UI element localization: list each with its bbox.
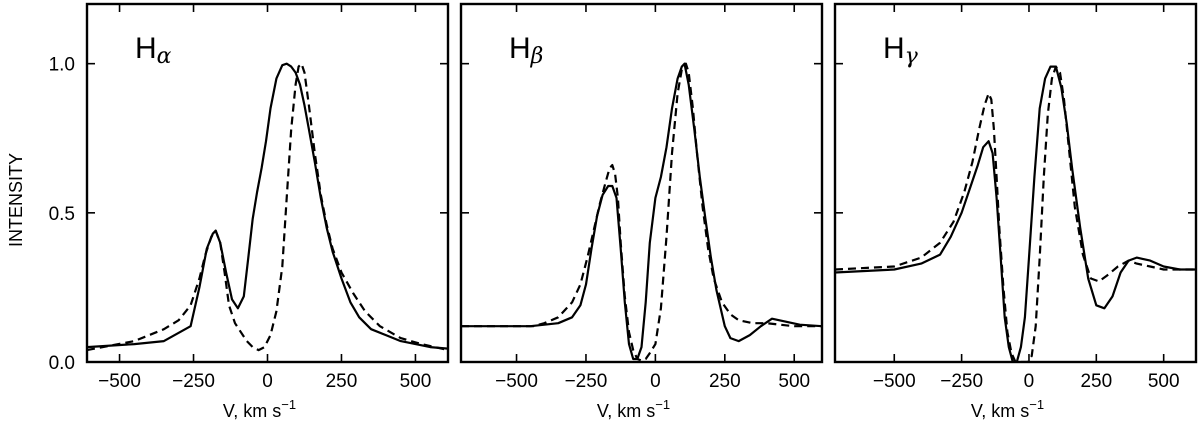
x-tick-label: 500	[778, 371, 810, 392]
x-tick-label: −500	[873, 371, 916, 392]
panel-title-main: H	[135, 32, 157, 65]
x-tick-label: 500	[1148, 371, 1180, 392]
series-line-solid	[87, 62, 448, 350]
y-tick-label: 0.0	[49, 353, 75, 374]
panel-title-subscript: β	[530, 44, 544, 69]
panel-1: −500 −250 0 250 500 0.0 0.5 1.0 Hα V, km s−1	[49, 2, 450, 421]
panel-title: Hα	[135, 32, 172, 69]
x-axis-label-text: V, km s	[223, 401, 281, 421]
x-tick-label: 0	[650, 371, 661, 392]
panel-title: Hβ	[509, 32, 543, 69]
x-axis-label-exponent: −1	[1029, 397, 1044, 412]
panel-title-main: H	[883, 32, 905, 65]
x-tick-label: −500	[495, 371, 538, 392]
panel-title-main: H	[509, 32, 531, 65]
x-axis-label-exponent: −1	[655, 397, 670, 412]
plot-frame	[85, 2, 450, 364]
x-axis-label: V, km s−1	[223, 397, 296, 421]
series-line-dashed	[461, 62, 822, 362]
plot-frame	[459, 2, 824, 364]
x-tick-label: 500	[400, 371, 432, 392]
series-line-solid	[461, 62, 822, 361]
y-tick-label: 1.0	[49, 55, 75, 76]
x-tick-label: 0	[1024, 371, 1035, 392]
x-axis-label: V, km s−1	[597, 397, 670, 421]
plot-frame	[833, 2, 1198, 364]
x-axis-label-text: V, km s	[597, 401, 655, 421]
series-line-dashed	[87, 62, 448, 352]
y-axis-label: INTENSITY	[6, 153, 26, 247]
panel-2: −500 −250 0 250 500 Hβ V, km s−1	[459, 2, 824, 421]
series-line-solid	[835, 65, 1196, 362]
panel-title-subscript: γ	[905, 44, 919, 69]
panel-title: Hγ	[883, 32, 919, 69]
x-tick-label: 250	[709, 371, 741, 392]
x-tick-label: 250	[1080, 371, 1112, 392]
x-axis-label: V, km s−1	[971, 397, 1044, 421]
x-tick-label: −250	[940, 371, 983, 392]
series-line-dashed	[835, 65, 1196, 362]
x-axis-label-exponent: −1	[281, 397, 296, 412]
panel-title-subscript: α	[157, 44, 172, 69]
x-axis-label-text: V, km s	[971, 401, 1029, 421]
panel-3: −500 −250 0 250 500 Hγ V, km s−1	[833, 2, 1198, 421]
x-tick-label: −250	[172, 371, 215, 392]
x-tick-label: 250	[326, 371, 358, 392]
x-tick-label: −250	[565, 371, 608, 392]
x-tick-label: −500	[98, 371, 141, 392]
y-tick-label: 0.5	[49, 204, 75, 225]
x-tick-label: 0	[262, 371, 273, 392]
